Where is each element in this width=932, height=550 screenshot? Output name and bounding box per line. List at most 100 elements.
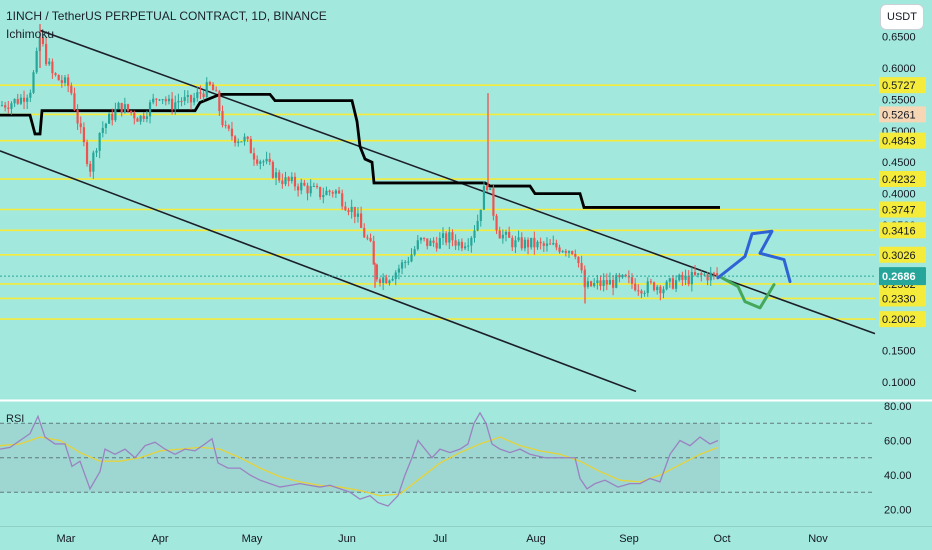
candle-body — [297, 186, 300, 191]
candle-body — [16, 98, 19, 104]
candle-body — [347, 210, 350, 213]
candle-body — [202, 93, 205, 98]
candle-body — [252, 153, 256, 160]
candle-body — [104, 123, 108, 128]
indicator-label[interactable]: Ichimoku — [6, 27, 55, 41]
candle-body — [142, 115, 145, 119]
candle-body — [467, 245, 470, 247]
candle-body — [32, 72, 35, 93]
candle-body — [558, 247, 561, 252]
candle-body — [123, 104, 126, 113]
candle-body — [63, 77, 67, 83]
bullish-projection-arrow — [716, 229, 792, 284]
candle-body — [148, 102, 152, 117]
candle-body — [612, 279, 615, 288]
current-price-tag — [879, 267, 926, 286]
candle-body — [627, 276, 630, 278]
price-tick-label: 0.6500 — [882, 32, 916, 44]
candle-body — [45, 43, 48, 65]
candle-body — [693, 272, 697, 275]
candle-body — [454, 240, 457, 246]
candle-body — [668, 278, 671, 282]
candle-body — [593, 283, 596, 287]
candle-body — [407, 261, 410, 263]
candle-body — [533, 237, 536, 248]
candle-body — [205, 82, 208, 98]
candle-body — [4, 105, 7, 108]
time-tick-label: Oct — [713, 533, 730, 545]
candle-body — [309, 186, 312, 194]
current-price-label: 0.2686 — [882, 271, 916, 283]
rsi-label[interactable]: RSI — [6, 413, 25, 425]
candle-body — [476, 220, 479, 231]
candle-body — [70, 85, 73, 94]
candle-body — [117, 102, 120, 110]
candle-body — [697, 273, 700, 275]
level-tag — [879, 106, 926, 123]
candle-body — [700, 273, 703, 275]
candle-body — [630, 277, 634, 284]
candle-body — [306, 185, 309, 194]
candle-body — [199, 92, 202, 94]
candle-body — [98, 132, 101, 151]
candle-body — [665, 281, 668, 290]
candle-body — [419, 237, 423, 241]
candle-body — [520, 237, 523, 249]
candle-body — [690, 272, 693, 285]
candle-body — [567, 251, 571, 253]
candle-body — [363, 227, 366, 238]
candle-body — [671, 278, 675, 289]
candle-body — [656, 286, 659, 291]
rsi-tick-label: 20.00 — [884, 505, 912, 517]
candle-body — [457, 241, 460, 246]
candle-body — [715, 273, 719, 276]
currency-button[interactable]: USDT — [880, 4, 924, 30]
candle-body — [634, 283, 637, 291]
candle-body — [67, 77, 70, 86]
candle-body — [643, 292, 646, 294]
candle-body — [492, 188, 495, 216]
candle-body — [536, 241, 539, 248]
candle-body — [577, 256, 580, 263]
candle-body — [186, 95, 189, 97]
rsi-line — [0, 411, 719, 507]
candle-body — [344, 206, 347, 211]
candle-body — [482, 186, 486, 210]
candle-body — [388, 280, 391, 284]
candle-body — [196, 92, 199, 98]
candle-body — [54, 73, 57, 75]
candle-body — [95, 150, 98, 153]
candle-body — [259, 161, 262, 164]
candle-body — [618, 275, 621, 278]
candle-body — [274, 172, 278, 178]
candle-body — [703, 274, 706, 276]
price-tick-label: 0.4500 — [882, 157, 916, 169]
candle-body — [470, 237, 473, 246]
time-tick-label: Nov — [808, 533, 828, 545]
candle-body — [404, 261, 407, 263]
candle-body — [599, 280, 602, 286]
candle-body — [312, 185, 315, 187]
candle-body — [155, 98, 158, 100]
candle-body — [589, 281, 593, 287]
candle-body — [586, 281, 589, 287]
candle-body — [120, 102, 123, 113]
candle-body — [337, 190, 341, 194]
candle-body — [615, 275, 618, 288]
price-tick-label: 0.1500 — [882, 346, 916, 358]
level-tag — [879, 77, 926, 94]
candle-body — [712, 272, 715, 274]
candle-body — [322, 195, 325, 198]
candle-body — [382, 277, 385, 283]
candle-body — [126, 104, 130, 111]
candle-body — [479, 209, 482, 221]
candle-body — [426, 238, 429, 246]
candle-body — [574, 253, 577, 257]
candle-body — [511, 237, 514, 248]
candle-body — [303, 182, 306, 186]
candle-body — [687, 275, 690, 285]
rsi-tick-label: 60.00 — [884, 436, 912, 448]
price-tick-label: 0.5500 — [882, 94, 916, 106]
level-label: 0.5261 — [882, 109, 916, 121]
